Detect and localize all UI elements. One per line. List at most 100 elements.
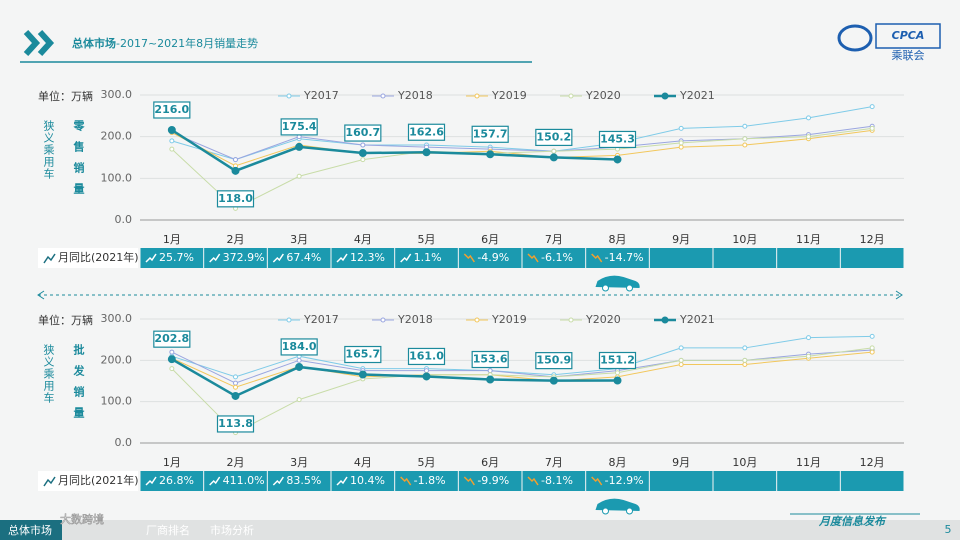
data-point (231, 391, 240, 400)
x-tick-label: 5月 (418, 456, 436, 469)
data-label: 202.8 (154, 332, 189, 345)
footer-active-tab (0, 520, 62, 540)
data-point (678, 125, 684, 131)
yoy-arrow (209, 253, 221, 263)
legend-label: Y2019 (491, 313, 527, 326)
yoy-cell (267, 248, 331, 268)
x-tick-label: 11月 (796, 233, 821, 246)
yoy-cell (395, 248, 458, 268)
x-tick-label: 10月 (732, 456, 757, 469)
data-label: 145.3 (600, 132, 635, 145)
legend-dot (568, 93, 574, 99)
data-point (169, 138, 175, 144)
data-label: 157.7 (473, 127, 508, 140)
yoy-value: 10.4% (350, 474, 385, 487)
yoy-icon (43, 476, 56, 487)
x-tick-label: 9月 (672, 456, 690, 469)
y-tick-label: 0.0 (115, 213, 133, 226)
data-label-box (216, 190, 255, 208)
y-tick-label: 200.0 (101, 130, 133, 143)
data-label-box (280, 338, 318, 356)
yoy-arrow (145, 476, 157, 486)
data-point (233, 380, 238, 386)
footer-tab[interactable]: 市场分析 (210, 523, 254, 537)
x-tick-label: 6月 (481, 456, 499, 469)
yoy-value: 372.9% (223, 251, 265, 264)
legend-label: Y2021 (679, 89, 715, 102)
legend-label: Y2018 (397, 313, 433, 326)
x-tick-label: 8月 (609, 456, 627, 469)
yoy-cell (777, 471, 840, 491)
footer-tab[interactable]: 总体市场 (8, 523, 52, 537)
yoy-value: 12.3% (350, 251, 385, 264)
car-wheel (602, 507, 609, 515)
y-tick-label: 0.0 (115, 436, 133, 449)
title-rest: -2017~2021年8月销量走势 (116, 36, 258, 50)
data-label-box (598, 130, 637, 149)
yoy-label-cell (38, 471, 138, 491)
y-tick-label: 100.0 (101, 395, 133, 408)
x-tick-label: 11月 (796, 456, 821, 469)
side-label: 狭义乘用车 (42, 120, 55, 180)
data-point (360, 157, 366, 163)
yoy-arrow (400, 476, 412, 486)
data-point (169, 366, 175, 372)
data-label: 161.0 (409, 349, 444, 362)
x-tick-label: 1月 (163, 456, 181, 469)
yoy-arrow (336, 476, 348, 486)
data-point (233, 374, 238, 380)
data-point (869, 104, 875, 110)
series-line (171, 127, 873, 209)
legend-label: Y2020 (585, 89, 621, 102)
data-point (678, 345, 684, 351)
data-point (358, 370, 367, 379)
data-point (167, 126, 176, 134)
legend-dot (286, 317, 292, 323)
data-label-box (344, 124, 382, 142)
legend-label: Y2021 (679, 313, 715, 326)
yoy-cell (649, 248, 713, 268)
yoy-arrow (591, 476, 603, 486)
x-tick-label: 2月 (227, 233, 245, 246)
yoy-arrow (591, 253, 603, 263)
data-point (233, 157, 238, 163)
data-point (613, 155, 622, 164)
yoy-cell (267, 471, 331, 491)
legend-dot (474, 93, 480, 99)
data-label-box (471, 125, 509, 143)
data-point (360, 142, 366, 148)
data-point (869, 345, 875, 351)
data-point (422, 372, 431, 381)
data-label: 162.6 (409, 125, 444, 138)
legend-label: Y2018 (397, 89, 433, 102)
series-line (171, 335, 873, 378)
yoy-cell (140, 248, 204, 268)
legend-dot (568, 317, 574, 323)
side-label: 狭义乘用车 (42, 344, 55, 404)
data-point (742, 142, 748, 148)
footer-tab[interactable]: 厂商排名 (146, 523, 190, 537)
yoy-cell (586, 471, 649, 491)
logo: CPCA 乘联会 (837, 23, 941, 62)
yoy-value: -4.9% (477, 251, 509, 264)
yoy-arrow (272, 253, 284, 263)
legend-label: Y2017 (303, 89, 339, 102)
yoy-value: 1.1% (414, 251, 442, 264)
watermark: 大数跨境 (60, 512, 104, 526)
yoy-cell (840, 471, 904, 491)
yoy-cell (840, 248, 904, 268)
yoy-label: 月同比(2021年) (58, 250, 139, 264)
footer-bar (0, 520, 960, 540)
data-point (678, 144, 684, 150)
data-point (806, 134, 811, 140)
data-point (615, 370, 620, 376)
data-label: 160.7 (345, 126, 380, 139)
page-number: 5 (945, 523, 952, 536)
car-icon (595, 275, 640, 288)
data-point (742, 136, 748, 142)
data-label: 216.0 (154, 103, 189, 116)
title-bold: 总体市场 (72, 36, 116, 50)
divider-arrow (37, 290, 903, 300)
data-label: 175.4 (282, 120, 317, 133)
